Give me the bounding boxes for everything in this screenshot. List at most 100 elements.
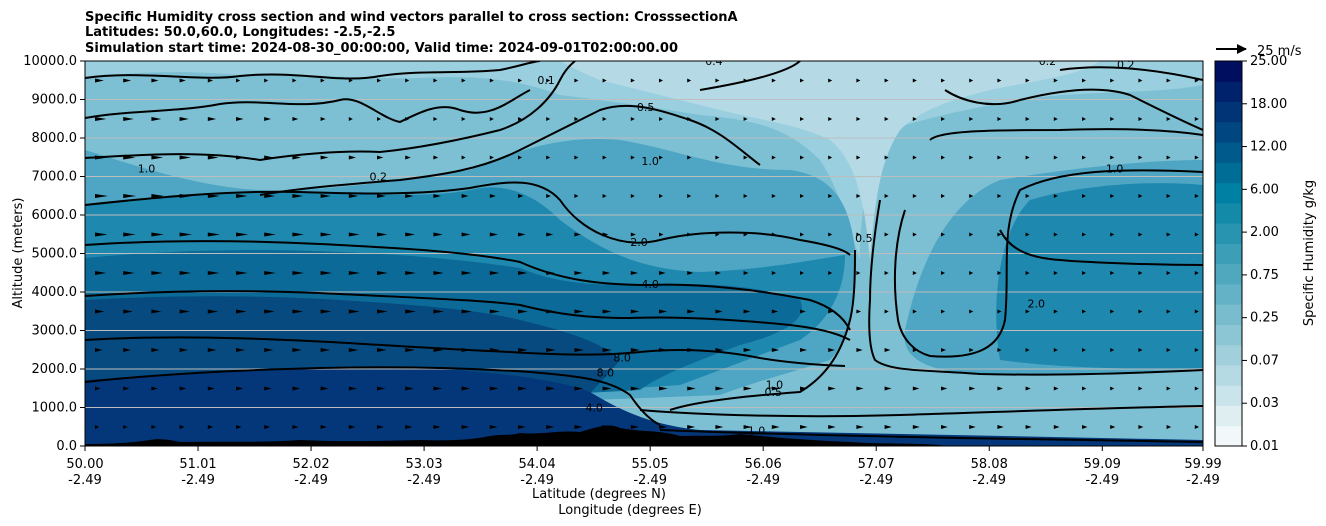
wind-vector: [236, 117, 244, 121]
contour-line: [893, 169, 1203, 358]
colorbar-swatch: [1215, 223, 1242, 244]
wind-vector: [405, 155, 411, 160]
wind-vector: [659, 155, 663, 160]
wind-vector: [884, 117, 889, 121]
wind-vector: [856, 348, 863, 352]
x-tick-label-lat: 59.99: [1184, 457, 1221, 472]
wind-vector: [433, 425, 441, 429]
wind-vector: [912, 309, 917, 314]
wind-vector: [1082, 309, 1086, 314]
wind-vector: [1110, 386, 1115, 391]
wind-vector: [743, 386, 752, 391]
wind-vector: [1138, 425, 1144, 429]
wind-vector: [1025, 155, 1030, 160]
wind-vector: [489, 271, 500, 275]
wind-vector: [743, 232, 748, 237]
wind-vector: [800, 271, 804, 275]
colorbar-swatch: [1215, 263, 1242, 285]
wind-vector: [574, 386, 584, 391]
colorbar-tick-label: 0.25: [1250, 311, 1279, 326]
wind-vector: [489, 348, 500, 352]
wind-vector: [1194, 78, 1199, 83]
wind-vector: [1082, 40, 1086, 44]
humidity-fill-bands: [85, 61, 1203, 446]
wind-vector: [207, 232, 221, 237]
wind-vector: [1053, 309, 1058, 314]
wind-vector: [659, 271, 666, 275]
wind-vector: [405, 194, 414, 198]
wind-vector: [348, 386, 358, 391]
wind-vector: [292, 348, 302, 352]
wind-vector: [912, 117, 917, 121]
x-tick-label-lat: 54.04: [519, 457, 556, 472]
wind-vector: [659, 232, 664, 237]
x-axis-label-latitude: Latitude (degrees N): [532, 487, 666, 502]
wind-vector: [687, 309, 695, 314]
y-tick-label: 4000.0: [32, 285, 78, 300]
wind-vector: [95, 348, 103, 352]
wind-vector: [772, 40, 776, 44]
wind-vector: [574, 155, 579, 160]
wind-vector: [1053, 425, 1060, 429]
wind-vector: [264, 232, 276, 237]
wind-vector: [743, 348, 752, 352]
wind-vector: [1138, 386, 1143, 391]
wind-vector: [405, 386, 414, 391]
wind-vector: [800, 78, 804, 83]
wind-vector: [997, 78, 1002, 83]
wind-vector: [800, 348, 808, 352]
contour-label: 0.5: [637, 101, 655, 114]
wind-vector: [715, 194, 720, 198]
wind-vector: [236, 78, 241, 83]
wind-vector: [687, 425, 696, 429]
wind-vector: [1026, 40, 1030, 44]
wind-vector: [771, 348, 780, 352]
wind-vector: [1110, 194, 1115, 198]
wind-vector: [602, 155, 607, 160]
wind-vector: [1025, 194, 1030, 198]
wind-vector: [1194, 271, 1199, 275]
wind-vector: [602, 348, 612, 352]
wind-vector: [461, 232, 471, 237]
wind-vector: [264, 386, 272, 391]
wind-vector: [123, 386, 130, 391]
contour-label: 8.0: [613, 351, 631, 364]
wind-vector: [884, 78, 889, 83]
wind-vector: [151, 309, 162, 314]
contour-line: [929, 128, 1203, 141]
wind-vector: [433, 309, 444, 314]
colorbar-swatch: [1215, 142, 1242, 163]
wind-vector: [856, 78, 861, 83]
wind-vector: [207, 271, 220, 275]
wind-vector: [856, 232, 861, 237]
wind-vector: [405, 271, 416, 275]
contour-line: [639, 405, 1203, 418]
wind-vector: [151, 117, 162, 121]
wind-vector: [687, 348, 696, 352]
wind-vector: [1110, 309, 1115, 314]
wind-vector: [1166, 386, 1171, 391]
wind-vector: [320, 232, 332, 237]
wind-vector: [912, 155, 917, 160]
wind-vector: [546, 194, 551, 198]
y-tick-label: 7000.0: [32, 170, 78, 185]
contour-label: 1.0: [766, 378, 784, 391]
wind-vector: [687, 386, 696, 391]
wind-vector: [856, 425, 864, 429]
wind-vector: [800, 155, 804, 160]
wind-vector: [630, 194, 635, 198]
colorbar-swatch: [1215, 162, 1242, 184]
wind-vector: [123, 232, 136, 237]
wind-vector: [800, 40, 804, 44]
x-tick-label-lon: -2.49: [294, 473, 328, 488]
wind-vector: [264, 155, 274, 160]
y-tick-label: 6000.0: [32, 208, 78, 223]
wind-vector: [348, 232, 360, 237]
wind-vector: [518, 386, 527, 391]
wind-vector: [546, 155, 551, 160]
x-tick-label-lon: -2.49: [1085, 473, 1119, 488]
wind-vector: [1082, 155, 1086, 160]
x-tick-label-lon: -2.49: [746, 473, 780, 488]
wind-vector: [179, 117, 189, 121]
wind-vector: [433, 386, 443, 391]
